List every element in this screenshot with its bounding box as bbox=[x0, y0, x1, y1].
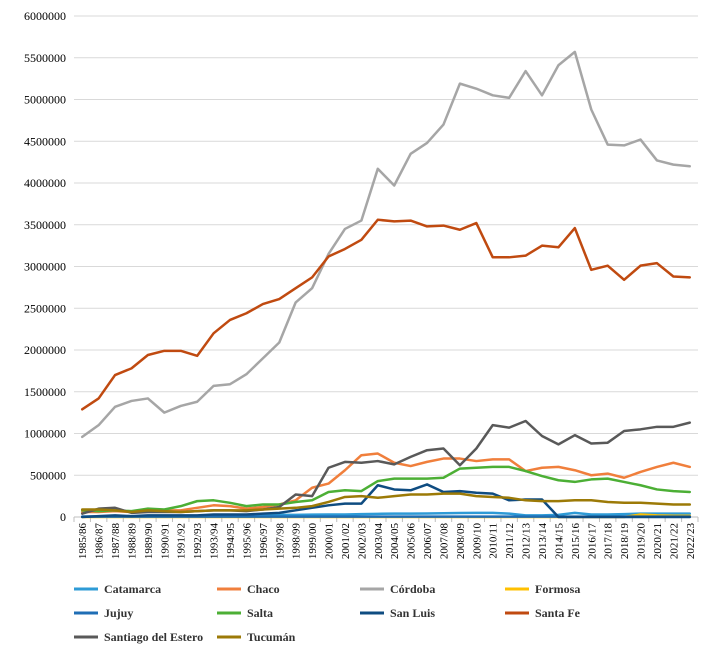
y-tick-label: 4500000 bbox=[24, 134, 66, 148]
x-tick-label: 2018/19 bbox=[619, 523, 631, 560]
legend-label-santa-fe: Santa Fe bbox=[535, 606, 581, 620]
x-axis: 1985/86 1986/87 1987/88 1988/89 1989/90 1990/… bbox=[73, 516, 699, 560]
x-tick-label: 2006/07 bbox=[422, 523, 434, 560]
x-tick-label: 2019/20 bbox=[636, 523, 648, 560]
x-tick-label: 1998/99 bbox=[291, 523, 303, 560]
x-tick-label: 2004/05 bbox=[389, 523, 401, 560]
x-tick-label: 2013/14 bbox=[537, 523, 549, 560]
x-tick-label: 2020/21 bbox=[652, 523, 664, 559]
legend: Catamarca Chaco Córdoba Formosa Jujuy Salta Sa… bbox=[74, 582, 581, 644]
x-tick-label: 2015/16 bbox=[570, 523, 582, 560]
y-tick-label: 2000000 bbox=[24, 343, 66, 357]
x-tick-label: 1997/98 bbox=[274, 523, 286, 560]
series-line-cordoba bbox=[80, 50, 692, 439]
x-tick-label: 2000/01 bbox=[324, 523, 336, 559]
x-tick-label: 2011/12 bbox=[504, 523, 516, 559]
x-tick-label: 2022/23 bbox=[685, 523, 697, 560]
x-tick-label: 2010/11 bbox=[488, 523, 500, 559]
x-tick-label: 2009/10 bbox=[471, 523, 483, 560]
x-tick-label: 2012/13 bbox=[521, 523, 533, 560]
x-tick-label: 1990/91 bbox=[159, 523, 171, 559]
y-tick-label: 5000000 bbox=[24, 93, 66, 107]
x-tick-label: 2002/03 bbox=[356, 523, 368, 560]
y-tick-label: 0 bbox=[60, 510, 66, 524]
series-line-chaco bbox=[80, 452, 692, 514]
x-tick-label: 1992/93 bbox=[192, 523, 204, 560]
series-line-tucuman bbox=[80, 492, 692, 514]
series-lines bbox=[80, 50, 692, 519]
y-tick-label: 3000000 bbox=[24, 260, 66, 274]
y-tick-label: 5500000 bbox=[24, 51, 66, 65]
x-tick-label: 1993/94 bbox=[209, 523, 221, 560]
x-tick-label: 1999/00 bbox=[307, 523, 319, 560]
x-tick-label: 2014/15 bbox=[553, 523, 565, 560]
series-line-san-luis bbox=[80, 483, 692, 519]
legend-label-salta: Salta bbox=[247, 606, 273, 620]
x-tick-label: 1989/90 bbox=[143, 523, 155, 560]
y-tick-label: 3500000 bbox=[24, 218, 66, 232]
legend-label-tucuman: Tucumán bbox=[247, 630, 296, 644]
x-tick-label: 1996/97 bbox=[258, 523, 270, 560]
legend-label-catamarca: Catamarca bbox=[104, 582, 161, 596]
y-axis: 0 500000 1000000 1500000 2000000 2500000 30000… bbox=[24, 9, 66, 524]
legend-label-santiago-del-estero: Santiago del Estero bbox=[104, 630, 203, 644]
x-tick-label: 2008/09 bbox=[455, 523, 467, 560]
y-tick-label: 500000 bbox=[30, 468, 66, 482]
y-tick-label: 6000000 bbox=[24, 9, 66, 23]
y-tick-label: 4000000 bbox=[24, 176, 66, 190]
legend-label-formosa: Formosa bbox=[535, 582, 580, 596]
x-tick-label: 1994/95 bbox=[225, 523, 237, 560]
x-tick-label: 1995/96 bbox=[241, 523, 253, 560]
legend-label-jujuy: Jujuy bbox=[104, 606, 133, 620]
y-tick-label: 2500000 bbox=[24, 301, 66, 315]
x-tick-label: 2007/08 bbox=[438, 523, 450, 560]
x-tick-label: 1987/88 bbox=[110, 523, 122, 560]
legend-label-san-luis: San Luis bbox=[390, 606, 435, 620]
y-tick-label: 1500000 bbox=[24, 385, 66, 399]
legend-label-cordoba: Córdoba bbox=[390, 582, 435, 596]
x-tick-label: 2017/18 bbox=[603, 523, 615, 560]
x-tick-label: 2016/17 bbox=[586, 523, 598, 560]
y-tick-label: 1000000 bbox=[24, 427, 66, 441]
x-tick-label: 1988/89 bbox=[126, 523, 138, 560]
x-tick-label: 1986/87 bbox=[94, 523, 106, 560]
series-line-santa-fe bbox=[80, 218, 692, 411]
x-tick-label: 2021/22 bbox=[668, 523, 680, 559]
x-tick-label: 1991/92 bbox=[176, 523, 188, 559]
x-tick-label: 2001/02 bbox=[340, 523, 352, 559]
gridlines bbox=[74, 15, 698, 476]
series-line-salta bbox=[80, 465, 692, 513]
x-tick-label: 2003/04 bbox=[373, 523, 385, 560]
x-tick-label: 2005/06 bbox=[406, 523, 418, 560]
legend-label-chaco: Chaco bbox=[247, 582, 280, 596]
x-tick-label: 1985/86 bbox=[77, 523, 89, 560]
